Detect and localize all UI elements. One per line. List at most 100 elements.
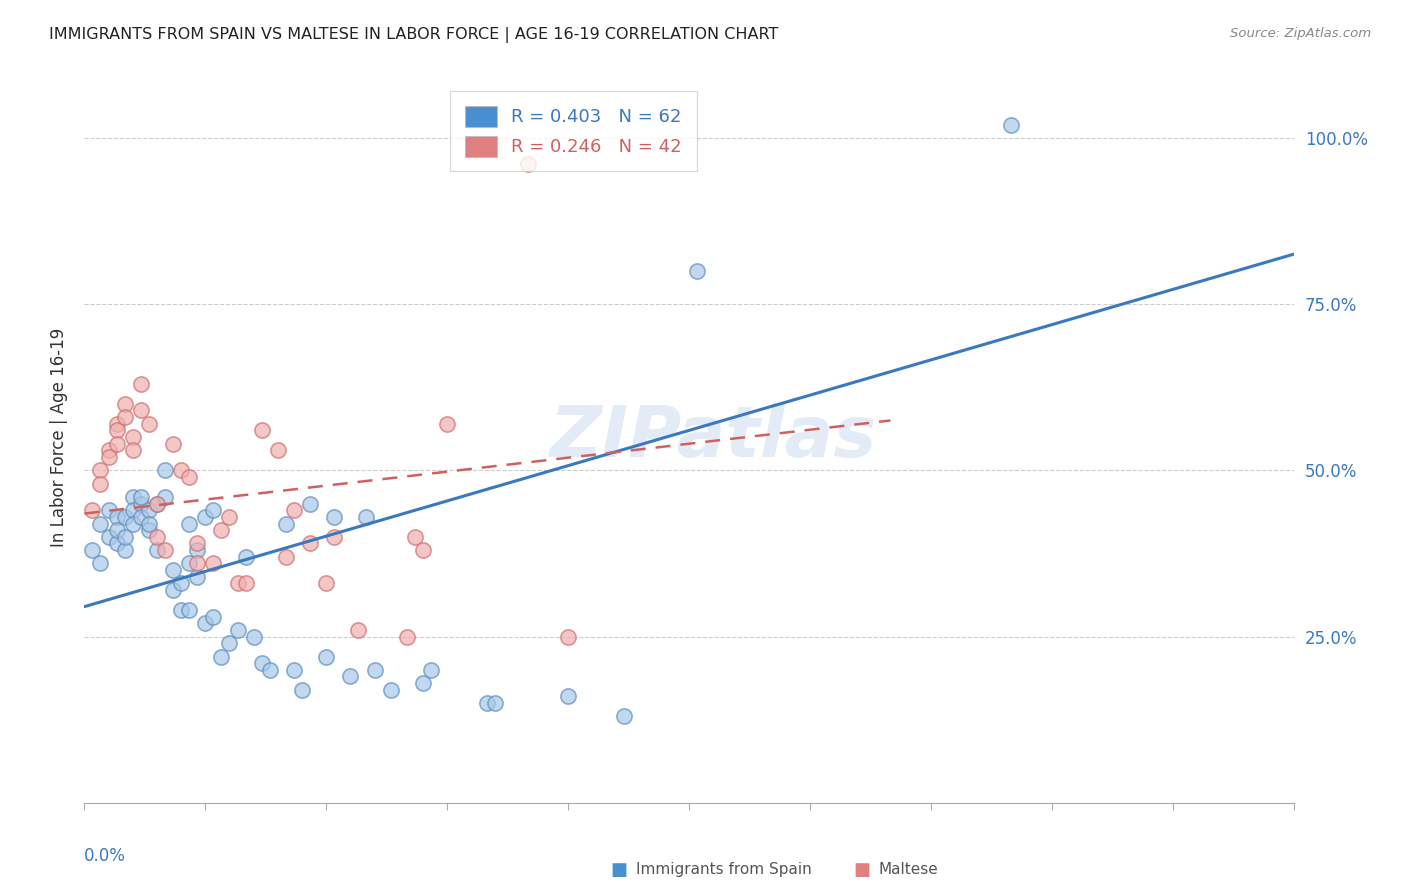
Point	[339, 669, 361, 683]
Point	[146, 530, 169, 544]
Point	[404, 530, 426, 544]
Point	[162, 582, 184, 597]
Point	[97, 503, 120, 517]
Point	[218, 636, 240, 650]
Point	[186, 557, 208, 571]
Point	[613, 709, 636, 723]
Point	[686, 264, 709, 278]
Point	[121, 430, 143, 444]
Point	[138, 503, 160, 517]
Point	[1000, 118, 1022, 132]
Point	[129, 490, 152, 504]
Point	[121, 516, 143, 531]
Point	[89, 516, 111, 531]
Point	[121, 490, 143, 504]
Point	[299, 497, 322, 511]
Point	[323, 530, 346, 544]
Point	[179, 603, 201, 617]
Point	[129, 497, 152, 511]
Point	[138, 516, 160, 531]
Point	[202, 609, 225, 624]
Point	[89, 476, 111, 491]
Text: Immigrants from Spain: Immigrants from Spain	[636, 863, 811, 877]
Point	[97, 450, 120, 464]
Point	[121, 443, 143, 458]
Point	[202, 503, 225, 517]
Point	[89, 557, 111, 571]
Point	[186, 570, 208, 584]
Point	[226, 623, 249, 637]
Point	[129, 403, 152, 417]
Point	[291, 682, 314, 697]
Text: IMMIGRANTS FROM SPAIN VS MALTESE IN LABOR FORCE | AGE 16-19 CORRELATION CHART: IMMIGRANTS FROM SPAIN VS MALTESE IN LABO…	[49, 27, 779, 43]
Point	[299, 536, 322, 550]
Point	[186, 536, 208, 550]
Point	[82, 543, 104, 558]
Point	[129, 376, 152, 391]
Point	[484, 696, 506, 710]
Point	[209, 523, 232, 537]
Text: ■: ■	[853, 861, 870, 879]
Point	[105, 523, 128, 537]
Point	[235, 576, 257, 591]
Point	[89, 463, 111, 477]
Point	[274, 549, 297, 564]
Point	[412, 543, 434, 558]
Text: ZIPatlas: ZIPatlas	[550, 402, 877, 472]
Point	[170, 603, 193, 617]
Text: Maltese: Maltese	[879, 863, 938, 877]
Point	[557, 690, 579, 704]
Point	[146, 497, 169, 511]
Point	[186, 543, 208, 558]
Point	[557, 630, 579, 644]
Point	[138, 523, 160, 537]
Text: Source: ZipAtlas.com: Source: ZipAtlas.com	[1230, 27, 1371, 40]
Point	[138, 417, 160, 431]
Point	[146, 543, 169, 558]
Point	[380, 682, 402, 697]
Point	[194, 509, 217, 524]
Point	[97, 530, 120, 544]
Point	[114, 397, 136, 411]
Point	[114, 410, 136, 425]
Point	[153, 463, 176, 477]
Point	[395, 630, 418, 644]
Point	[436, 417, 458, 431]
Point	[412, 676, 434, 690]
Point	[356, 509, 378, 524]
Point	[114, 543, 136, 558]
Point	[516, 157, 538, 171]
Point	[218, 509, 240, 524]
Point	[105, 417, 128, 431]
Point	[315, 649, 337, 664]
Point	[105, 436, 128, 450]
Point	[283, 663, 305, 677]
Point	[283, 503, 305, 517]
Legend: R = 0.403   N = 62, R = 0.246   N = 42: R = 0.403 N = 62, R = 0.246 N = 42	[450, 91, 696, 171]
Point	[105, 536, 128, 550]
Point	[105, 509, 128, 524]
Point	[202, 557, 225, 571]
Point	[170, 463, 193, 477]
Point	[170, 576, 193, 591]
Point	[146, 497, 169, 511]
Point	[250, 656, 273, 670]
Point	[121, 503, 143, 517]
Point	[105, 424, 128, 438]
Point	[274, 516, 297, 531]
Point	[194, 616, 217, 631]
Text: 0.0%: 0.0%	[84, 847, 127, 864]
Point	[82, 503, 104, 517]
Point	[179, 516, 201, 531]
Point	[129, 509, 152, 524]
Point	[323, 509, 346, 524]
Point	[162, 436, 184, 450]
Point	[97, 443, 120, 458]
Point	[242, 630, 264, 644]
Point	[114, 509, 136, 524]
Point	[114, 530, 136, 544]
Y-axis label: In Labor Force | Age 16-19: In Labor Force | Age 16-19	[49, 327, 67, 547]
Point	[235, 549, 257, 564]
Point	[179, 470, 201, 484]
Point	[420, 663, 443, 677]
